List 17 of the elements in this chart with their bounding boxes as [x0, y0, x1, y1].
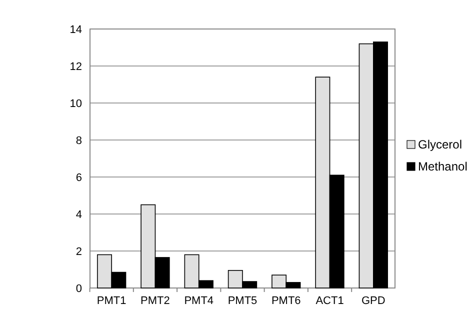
y-tick-label: 14 [70, 24, 82, 36]
x-tick-label: PMT2 [140, 295, 170, 307]
y-tick-label: 8 [76, 135, 82, 147]
x-tick-label: GPD [361, 295, 386, 307]
y-tick-label: 4 [76, 209, 82, 221]
x-tick-label: PMT6 [271, 295, 301, 307]
legend-label: Methanol [418, 160, 468, 174]
y-tick-label: 12 [70, 61, 82, 73]
legend-label: Glycerol [418, 138, 462, 152]
y-tick-label: 2 [76, 246, 82, 258]
y-tick-label: 0 [76, 283, 82, 295]
y-tick-label: 10 [70, 98, 82, 110]
y-tick-label: 6 [76, 172, 82, 184]
x-tick-label: PMT4 [184, 295, 214, 307]
x-tick-label: PMT1 [96, 295, 126, 307]
x-tick-label: ACT1 [316, 295, 344, 307]
x-tick-label: PMT5 [228, 295, 258, 307]
